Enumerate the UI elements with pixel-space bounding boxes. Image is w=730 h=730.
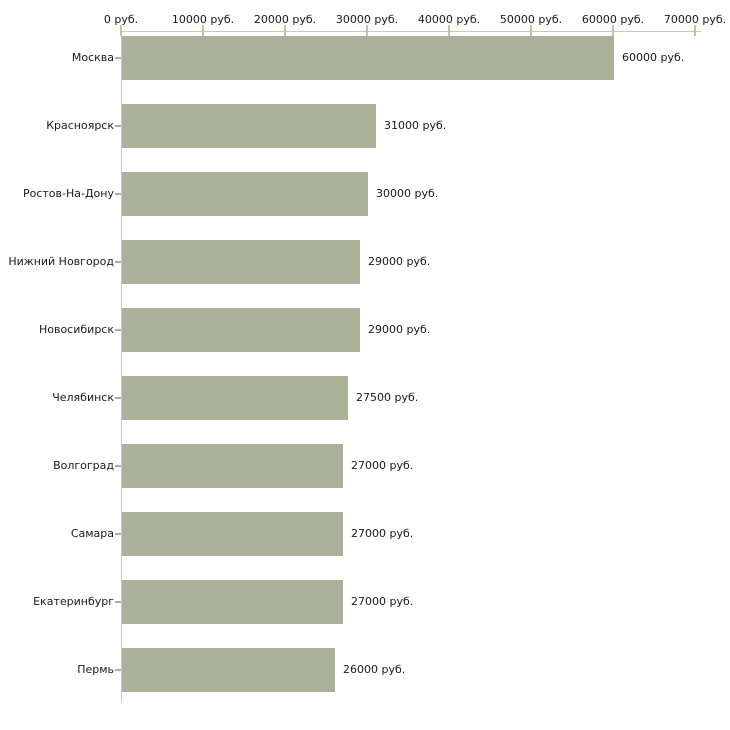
x-axis-tick: [448, 25, 450, 36]
x-axis-tick-label: 50000 руб.: [499, 13, 563, 26]
bar: [122, 36, 614, 80]
bar: [122, 308, 360, 352]
category-label: Нижний Новгород: [8, 255, 114, 268]
bar: [122, 444, 343, 488]
category-label: Екатеринбург: [33, 595, 114, 608]
x-axis-tick-label: 0 руб.: [103, 13, 139, 26]
category-label: Красноярск: [46, 119, 114, 132]
bar: [122, 104, 376, 148]
category-label: Москва: [71, 51, 114, 64]
y-axis-tick: [115, 329, 121, 331]
x-axis-tick-label: 40000 руб.: [417, 13, 481, 26]
value-label: 27000 руб.: [351, 595, 414, 608]
category-label: Челябинск: [52, 391, 114, 404]
x-axis-tick-label: 10000 руб.: [171, 13, 235, 26]
bar: [122, 648, 335, 692]
value-label: 31000 руб.: [384, 119, 447, 132]
bar: [122, 172, 368, 216]
value-label: 26000 руб.: [343, 663, 406, 676]
category-label: Самара: [70, 527, 114, 540]
y-axis-tick: [115, 57, 121, 59]
category-label: Пермь: [77, 663, 114, 676]
y-axis-tick: [115, 397, 121, 399]
y-axis-tick: [115, 601, 121, 603]
y-axis-tick: [115, 125, 121, 127]
value-label: 60000 руб.: [622, 51, 685, 64]
bar: [122, 512, 343, 556]
x-axis-tick: [120, 25, 122, 36]
value-label: 29000 руб.: [368, 255, 431, 268]
category-label: Новосибирск: [38, 323, 114, 336]
category-label: Ростов-На-Дону: [22, 187, 114, 200]
x-axis-line: [121, 31, 701, 32]
y-axis-tick: [115, 533, 121, 535]
y-axis-tick: [115, 193, 121, 195]
x-axis-tick-label: 60000 руб.: [581, 13, 645, 26]
x-axis-tick: [284, 25, 286, 36]
value-label: 27500 руб.: [356, 391, 419, 404]
value-label: 30000 руб.: [376, 187, 439, 200]
bar: [122, 376, 348, 420]
x-axis-tick: [366, 25, 368, 36]
x-axis-tick: [530, 25, 532, 36]
x-axis-tick-label: 20000 руб.: [253, 13, 317, 26]
x-axis-tick: [694, 25, 696, 36]
x-axis-tick: [202, 25, 204, 36]
value-label: 29000 руб.: [368, 323, 431, 336]
category-label: Волгоград: [53, 459, 114, 472]
x-axis-tick-label: 30000 руб.: [335, 13, 399, 26]
y-axis-tick: [115, 465, 121, 467]
y-axis-tick: [115, 261, 121, 263]
x-axis-tick-label: 70000 руб.: [663, 13, 727, 26]
value-label: 27000 руб.: [351, 459, 414, 472]
bar: [122, 580, 343, 624]
bar: [122, 240, 360, 284]
value-label: 27000 руб.: [351, 527, 414, 540]
y-axis-tick: [115, 669, 121, 671]
x-axis-tick: [612, 25, 614, 36]
y-axis-line: [121, 31, 122, 702]
